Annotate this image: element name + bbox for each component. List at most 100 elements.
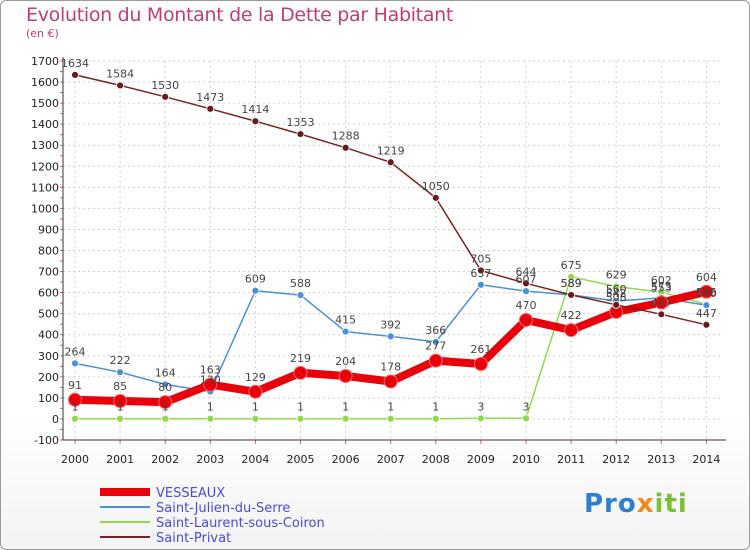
legend-label: Saint-Laurent-sous-Coiron <box>156 516 325 531</box>
x-tick-label: 2014 <box>692 453 720 466</box>
data-point <box>71 359 79 368</box>
x-tick-label: 2000 <box>61 453 89 466</box>
data-label: 163 <box>200 364 221 377</box>
data-point <box>341 414 350 423</box>
x-tick-label: 2012 <box>602 453 630 466</box>
data-point <box>654 295 669 310</box>
data-point <box>612 300 621 309</box>
data-label: 1219 <box>377 144 405 157</box>
data-label: 447 <box>696 307 717 320</box>
data-label: 1050 <box>422 180 450 193</box>
data-label: 560 <box>606 283 627 296</box>
x-tick-label: 2006 <box>332 453 360 466</box>
data-label: 91 <box>68 379 82 392</box>
y-tick-label: 1200 <box>31 160 59 173</box>
data-label: 3 <box>523 400 530 413</box>
data-label: 204 <box>335 355 356 368</box>
data-point <box>386 332 395 341</box>
y-tick-label: 300 <box>38 350 59 363</box>
data-label: 219 <box>290 352 311 365</box>
data-label: 1 <box>432 401 439 414</box>
data-point <box>116 81 124 90</box>
data-point <box>431 193 440 202</box>
data-label: 222 <box>110 354 131 367</box>
data-point <box>699 284 714 299</box>
data-point <box>158 395 173 410</box>
data-label: 130 <box>200 374 221 387</box>
x-tick-label: 2009 <box>467 453 495 466</box>
x-tick-label: 2001 <box>106 453 134 466</box>
data-point <box>473 356 488 371</box>
data-label: 508 <box>606 291 627 304</box>
data-label: 80 <box>158 381 172 394</box>
data-label: 261 <box>470 343 491 356</box>
data-label: 1288 <box>332 130 360 143</box>
x-tick-label: 2005 <box>287 453 315 466</box>
data-label: 1 <box>342 401 349 414</box>
data-label: 1 <box>72 401 79 414</box>
data-point <box>567 291 575 299</box>
x-tick-label: 2004 <box>241 453 269 466</box>
data-point <box>386 414 395 423</box>
legend-label: VESSEAUX <box>156 486 225 501</box>
y-tick-label: 1700 <box>31 55 59 68</box>
data-point <box>386 158 395 167</box>
proxiti-logo: Proxiti <box>584 489 688 519</box>
y-tick-label: 100 <box>38 392 59 405</box>
data-label: 540 <box>696 287 717 300</box>
data-point <box>251 414 260 423</box>
data-point <box>293 365 308 380</box>
data-label: 609 <box>245 273 266 286</box>
y-tick-label: 600 <box>38 287 59 300</box>
data-point <box>431 337 440 346</box>
y-tick-label: 900 <box>38 223 59 236</box>
data-label: 1 <box>387 401 394 414</box>
y-tick-label: 1300 <box>31 139 59 152</box>
data-labels: 1 1 1 1 1 1 1 1 1 3 3 675 629 602 545 264 222 164 130 609 58… <box>61 57 717 414</box>
data-label: 1 <box>252 401 259 414</box>
series-layer <box>68 70 714 423</box>
y-tick-label: 1500 <box>31 97 59 110</box>
data-point <box>428 353 443 368</box>
data-label: 1353 <box>287 116 315 129</box>
y-tick-label: -100 <box>34 434 59 447</box>
data-point <box>338 368 353 383</box>
data-point <box>476 266 485 275</box>
data-label: 415 <box>335 314 356 327</box>
data-point <box>251 117 260 126</box>
y-tick-label: 500 <box>38 308 59 321</box>
data-point <box>206 104 215 113</box>
data-point <box>248 384 263 399</box>
data-label: 675 <box>561 259 582 272</box>
axes: -100 0 100 200 300 400 500 600 700 800 900 1000 1100… <box>31 55 726 466</box>
data-point <box>161 92 170 101</box>
y-tick-label: 1000 <box>31 202 59 215</box>
data-point <box>431 414 440 423</box>
y-tick-label: 1100 <box>31 181 59 194</box>
x-tick-label: 2008 <box>422 453 450 466</box>
data-label: 277 <box>425 340 446 353</box>
data-label: 644 <box>516 265 537 278</box>
data-point <box>519 312 533 327</box>
data-point <box>522 279 530 288</box>
data-label: 602 <box>651 274 672 287</box>
data-label: 1 <box>207 401 214 414</box>
data-point <box>206 414 215 423</box>
data-label: 1414 <box>241 103 269 116</box>
data-point <box>657 310 666 319</box>
data-point <box>203 377 218 392</box>
data-point <box>113 394 128 409</box>
data-point <box>476 414 485 423</box>
data-label: 1530 <box>151 79 179 92</box>
x-tick-label: 2013 <box>647 453 675 466</box>
data-label: 589 <box>561 277 582 290</box>
data-point <box>476 280 485 289</box>
data-label: 1634 <box>61 57 89 70</box>
data-label: 1 <box>162 401 169 414</box>
data-point <box>68 392 82 407</box>
data-label: 607 <box>516 273 537 286</box>
data-label: 470 <box>516 299 537 312</box>
y-tick-label: 400 <box>38 329 59 342</box>
data-point <box>702 320 711 329</box>
